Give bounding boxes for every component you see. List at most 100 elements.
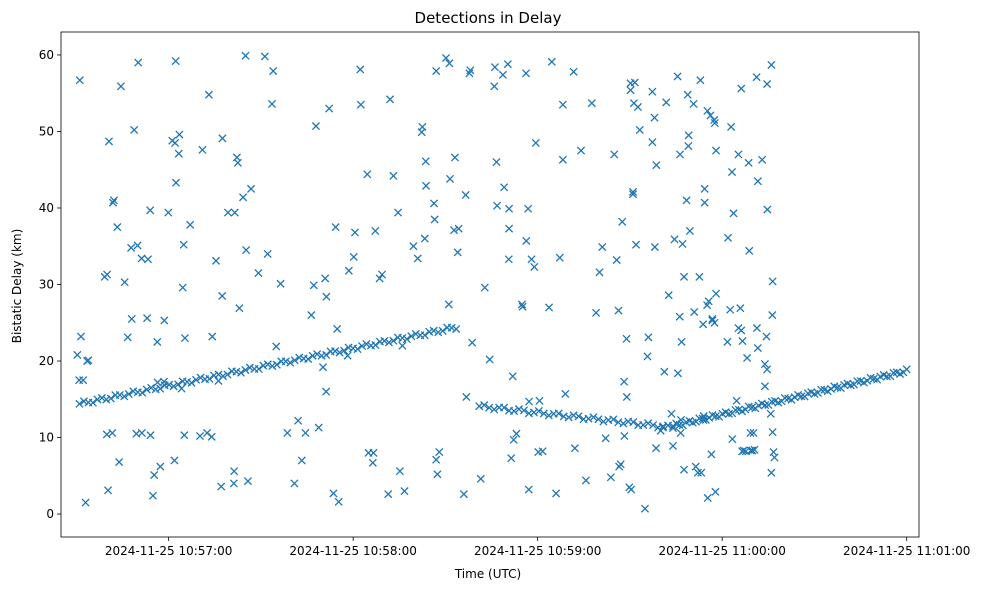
data-point-marker: [749, 428, 758, 437]
data-point-marker: [768, 311, 777, 320]
data-point-marker: [685, 226, 694, 235]
data-point-marker: [581, 476, 591, 485]
data-point-marker: [628, 190, 638, 199]
data-point-marker: [130, 125, 139, 134]
data-point-marker: [198, 145, 207, 154]
data-point-marker: [833, 383, 842, 392]
data-point-marker: [321, 274, 330, 283]
data-point-marker: [127, 314, 136, 323]
data-point-marker: [727, 122, 736, 131]
data-point-marker: [676, 428, 685, 437]
data-point-marker: [362, 339, 371, 349]
data-point-marker: [707, 450, 716, 459]
data-point-marker: [639, 420, 648, 430]
data-point-marker: [554, 409, 563, 418]
data-point-marker: [703, 493, 712, 503]
data-point-marker: [760, 360, 769, 369]
data-point-marker: [309, 281, 318, 290]
data-point-marker: [763, 365, 772, 374]
data-point-marker: [356, 65, 365, 74]
data-point-marker: [468, 338, 477, 347]
data-point-marker: [724, 409, 733, 418]
data-point-marker: [493, 201, 502, 210]
data-point-marker: [445, 174, 455, 183]
data-point-marker: [207, 432, 216, 441]
data-point-marker: [648, 87, 657, 96]
data-point-marker: [272, 360, 281, 369]
data-point-marker: [662, 98, 671, 107]
data-point-marker: [753, 343, 762, 353]
data-point-marker: [690, 307, 699, 317]
data-point-marker: [485, 403, 494, 412]
y-tick-label: 20: [39, 354, 54, 368]
data-point-marker: [137, 428, 146, 437]
data-point-marker: [104, 137, 114, 146]
data-point-marker: [335, 348, 344, 357]
y-tick-label: 10: [39, 431, 54, 445]
data-point-marker: [673, 369, 682, 378]
data-point-marker: [683, 90, 692, 99]
data-point-marker: [398, 341, 407, 350]
data-point-marker: [260, 52, 269, 61]
data-point-marker: [616, 460, 625, 469]
data-point-marker: [322, 387, 331, 396]
data-point-marker: [217, 482, 226, 491]
x-axis-label: Time (UTC): [454, 567, 521, 581]
data-point-marker: [723, 233, 733, 242]
data-point-marker: [267, 99, 277, 108]
data-point-marker: [314, 423, 323, 432]
data-point-marker: [106, 394, 115, 403]
data-point-marker: [357, 341, 367, 351]
plot-area: [60, 31, 920, 538]
data-point-marker: [368, 458, 377, 467]
data-point-marker: [490, 82, 499, 91]
data-point-marker: [325, 104, 334, 113]
data-point-marker: [245, 363, 254, 372]
data-point-marker: [530, 262, 539, 271]
data-point-marker: [644, 333, 653, 342]
data-point-marker: [675, 420, 684, 429]
data-point-marker: [552, 489, 561, 498]
data-point-marker: [762, 332, 771, 341]
data-point-marker: [555, 253, 564, 262]
data-point-marker: [766, 409, 775, 418]
data-point-marker: [732, 396, 741, 405]
data-point-marker: [445, 59, 454, 68]
data-point-marker: [679, 465, 689, 474]
data-point-marker: [518, 302, 527, 311]
data-point-marker: [700, 184, 709, 193]
data-point-marker: [450, 153, 460, 162]
x-tick-label: 2024-11-25 10:59:00: [474, 544, 601, 558]
data-point-marker: [627, 485, 636, 494]
data-point-marker: [700, 198, 709, 207]
data-point-marker: [534, 407, 543, 416]
data-point-marker: [218, 291, 227, 301]
data-point-marker: [466, 66, 475, 75]
data-point-marker: [558, 100, 567, 109]
data-point-marker: [601, 434, 610, 443]
data-point-marker: [147, 383, 156, 392]
data-point-marker: [704, 297, 713, 306]
y-axis-label: Bistatic Delay (km): [10, 229, 24, 344]
data-point-marker: [710, 318, 719, 327]
data-point-marker: [767, 468, 776, 477]
data-point-marker: [246, 184, 256, 193]
data-point-marker: [628, 187, 638, 196]
data-point-marker: [882, 372, 892, 381]
data-point-marker: [622, 392, 631, 402]
data-point-marker: [123, 333, 132, 342]
data-point-marker: [682, 196, 691, 205]
data-point-marker: [143, 314, 152, 323]
data-point-marker: [102, 430, 111, 439]
data-point-marker: [734, 150, 743, 159]
data-point-marker: [175, 130, 184, 139]
data-point-marker: [752, 324, 761, 333]
data-point-marker: [304, 354, 313, 364]
data-point-marker: [490, 405, 499, 414]
data-point-marker: [169, 382, 178, 391]
data-point-marker: [710, 118, 719, 128]
data-point-marker: [269, 66, 278, 76]
data-point-marker: [902, 365, 911, 374]
data-point-marker: [620, 431, 629, 441]
data-point-marker: [726, 305, 735, 314]
